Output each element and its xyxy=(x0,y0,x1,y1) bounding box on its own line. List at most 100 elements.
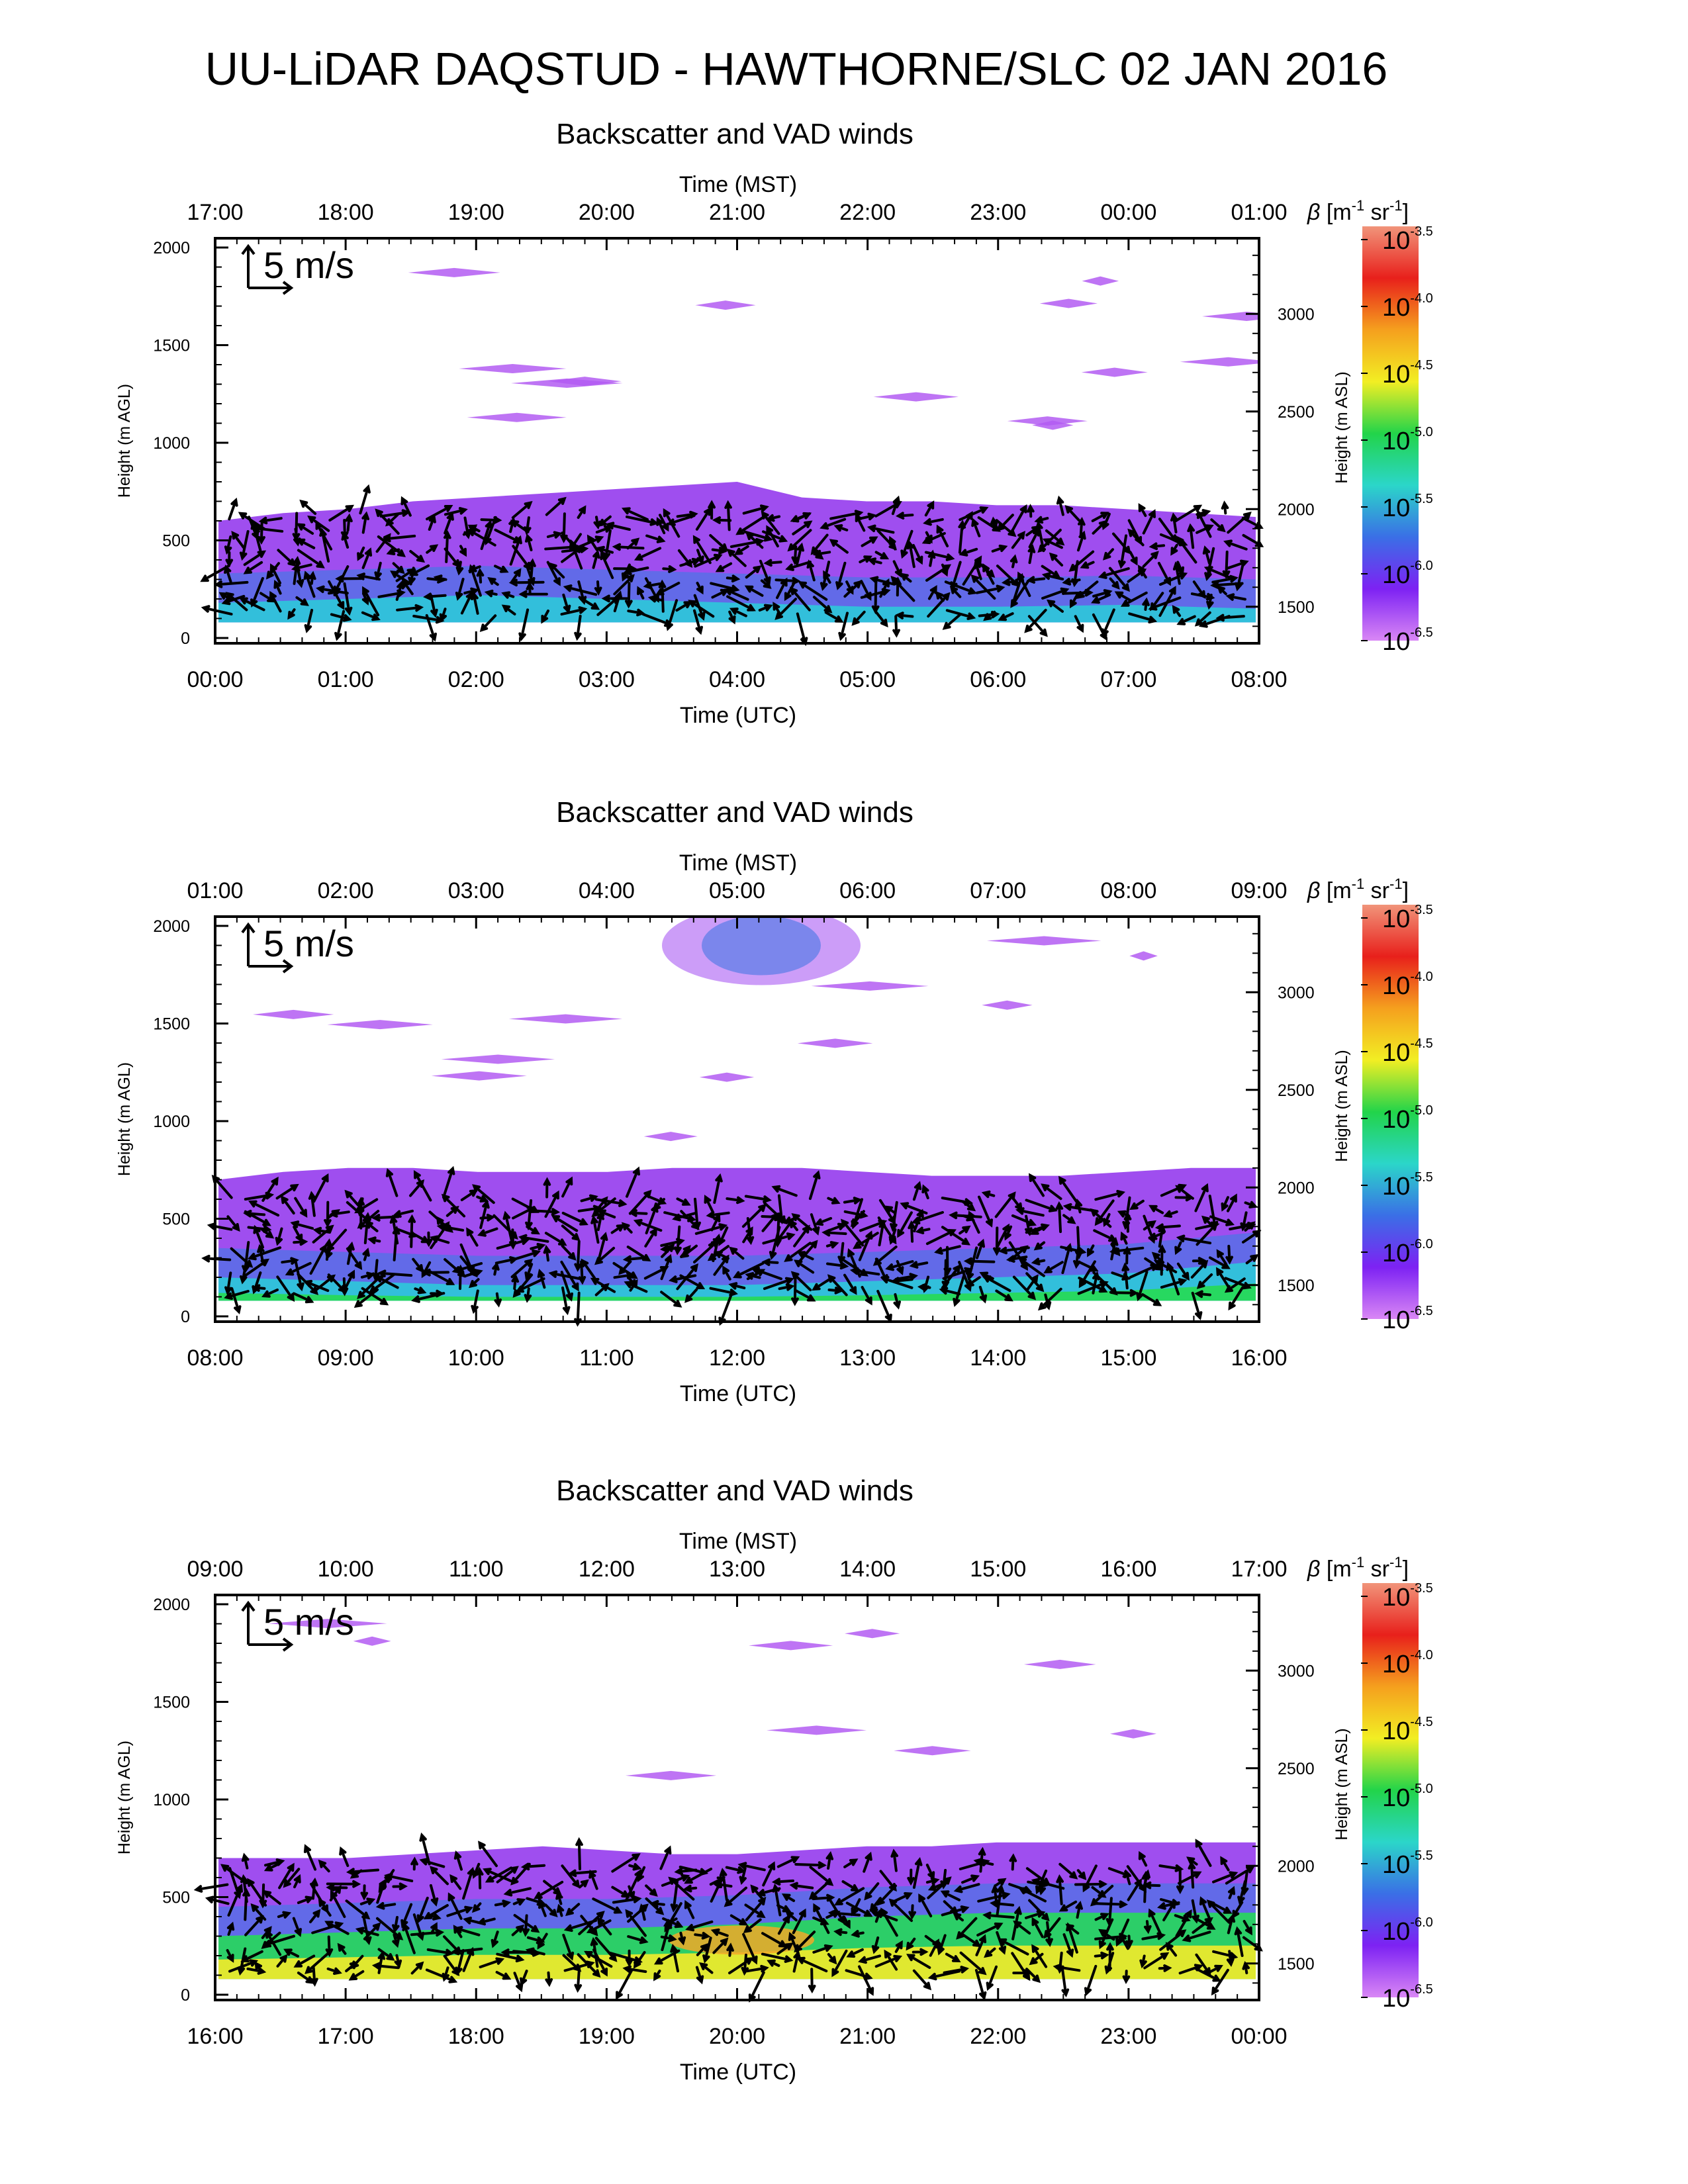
top-tick-label: 14:00 xyxy=(839,1557,896,1582)
wind-arrow xyxy=(696,1942,709,1956)
wind-arrow xyxy=(546,561,561,586)
wind-arrow xyxy=(400,1903,413,1929)
wind-arrow xyxy=(1170,543,1178,556)
wind-arrow xyxy=(350,1954,364,1970)
wind-arrow xyxy=(628,1863,642,1871)
wind-arrow xyxy=(471,1902,482,1913)
wind-arrow xyxy=(1223,539,1248,551)
wind-arrow xyxy=(670,1944,679,1973)
wind-arrow xyxy=(534,1880,564,1899)
wind-arrow xyxy=(455,1948,465,1976)
wind-arrow xyxy=(942,614,961,630)
wind-arrow xyxy=(296,523,314,535)
wind-arrow xyxy=(890,1277,914,1285)
wind-arrow xyxy=(293,1874,301,1889)
wind-arrow xyxy=(562,1933,575,1961)
wind-arrow xyxy=(833,524,849,532)
wind-arrow xyxy=(510,568,522,584)
colorbar-exp-sr: -1 xyxy=(1389,197,1403,214)
colorbar-exponent: -6.5 xyxy=(1410,625,1432,640)
wind-arrow xyxy=(894,1940,903,1953)
wind-arrow xyxy=(1017,1257,1045,1277)
wind-arrow xyxy=(996,1884,1005,1917)
colorbar-gradient xyxy=(1362,226,1419,641)
wind-arrow xyxy=(1043,1261,1064,1274)
colorbar-unit-sr: sr xyxy=(1364,200,1389,225)
wind-arrow xyxy=(308,570,316,585)
wind-arrow xyxy=(976,1922,1004,1936)
wind-arrow xyxy=(741,1953,749,1976)
wind-arrow xyxy=(888,1228,897,1246)
wind-scale-label: 5 m/s xyxy=(263,244,354,286)
wind-arrow xyxy=(1172,561,1181,585)
wind-arrow xyxy=(522,1914,530,1937)
left-tick-label: 0 xyxy=(181,1986,190,2005)
wind-arrow xyxy=(891,495,901,516)
wind-arrow xyxy=(796,1956,828,1973)
wind-arrow xyxy=(982,563,995,585)
wind-arrow xyxy=(1079,1261,1099,1272)
wind-arrow xyxy=(359,1897,376,1905)
bottom-tick-label: 11:00 xyxy=(579,1345,634,1371)
colorbar-tick-label: 10-3.5 xyxy=(1382,1581,1433,1612)
wind-arrow xyxy=(1102,512,1111,531)
wind-arrow xyxy=(303,1844,317,1871)
wind-arrow xyxy=(1109,577,1120,590)
surface-core-band xyxy=(218,1945,1256,1979)
wind-arrow xyxy=(310,1966,318,1987)
wind-arrow xyxy=(1065,1923,1080,1935)
bottom-tick-label: 20:00 xyxy=(709,2024,765,2049)
bottom-tick-label: 19:00 xyxy=(579,2024,635,2049)
wind-arrow xyxy=(1018,1887,1047,1903)
wind-arrow xyxy=(890,576,915,602)
wind-arrow xyxy=(1202,545,1211,565)
wind-arrow xyxy=(810,533,829,555)
wind-arrow xyxy=(463,516,471,539)
wind-arrow xyxy=(242,1241,250,1274)
wind-arrow xyxy=(1041,1183,1062,1201)
bottom-tick-label: 22:00 xyxy=(970,2024,1026,2049)
cloud-fragment xyxy=(845,1629,900,1639)
wind-arrow xyxy=(998,1246,1030,1255)
wind-arrow xyxy=(1153,1259,1178,1273)
right-tick-label: 2000 xyxy=(1278,1179,1315,1197)
panel-title: Backscatter and VAD winds xyxy=(556,118,914,150)
bottom-tick-label: 21:00 xyxy=(839,2024,896,2049)
wind-arrow xyxy=(1031,1878,1065,1890)
wind-arrow xyxy=(712,516,732,524)
wind-arrow xyxy=(367,1236,381,1244)
wind-arrow xyxy=(1027,615,1048,637)
wind-arrow xyxy=(794,1259,815,1274)
wind-arrow xyxy=(562,593,571,614)
colorbar-beta: β xyxy=(1307,878,1327,903)
cloud-fragment xyxy=(695,300,756,310)
wind-arrow xyxy=(858,1954,881,1964)
top-tick-label: 10:00 xyxy=(318,1557,374,1582)
wind-arrow xyxy=(1225,593,1246,601)
top-tick-label: 15:00 xyxy=(970,1557,1026,1582)
wind-scale-label: 5 m/s xyxy=(263,923,354,964)
wind-arrow xyxy=(1082,1864,1098,1893)
cloud-fragment xyxy=(797,1038,873,1048)
wind-arrow xyxy=(471,1289,479,1314)
wind-arrow xyxy=(590,1215,600,1244)
wind-arrow xyxy=(674,1867,698,1876)
wind-arrow xyxy=(426,544,439,554)
wind-arrow xyxy=(513,1972,524,1993)
bottom-tick-label: 18:00 xyxy=(448,2024,504,2049)
wind-arrow xyxy=(653,1970,661,1981)
wind-arrow xyxy=(750,1884,764,1900)
wind-arrow xyxy=(574,1240,582,1272)
wind-arrow xyxy=(959,1951,987,1976)
wind-arrow xyxy=(541,610,549,624)
wind-arrow xyxy=(943,1966,970,1974)
wind-arrow xyxy=(429,1866,449,1886)
vad-winds xyxy=(193,1832,1263,2003)
wind-arrow xyxy=(561,1286,571,1316)
wind-arrow xyxy=(896,1259,904,1276)
wind-arrow xyxy=(311,1921,344,1934)
wind-arrow xyxy=(439,608,447,623)
wind-arrow xyxy=(467,524,481,533)
colorbar-tick-label: 10-4.0 xyxy=(1382,970,1433,1000)
wind-arrow xyxy=(340,519,349,540)
